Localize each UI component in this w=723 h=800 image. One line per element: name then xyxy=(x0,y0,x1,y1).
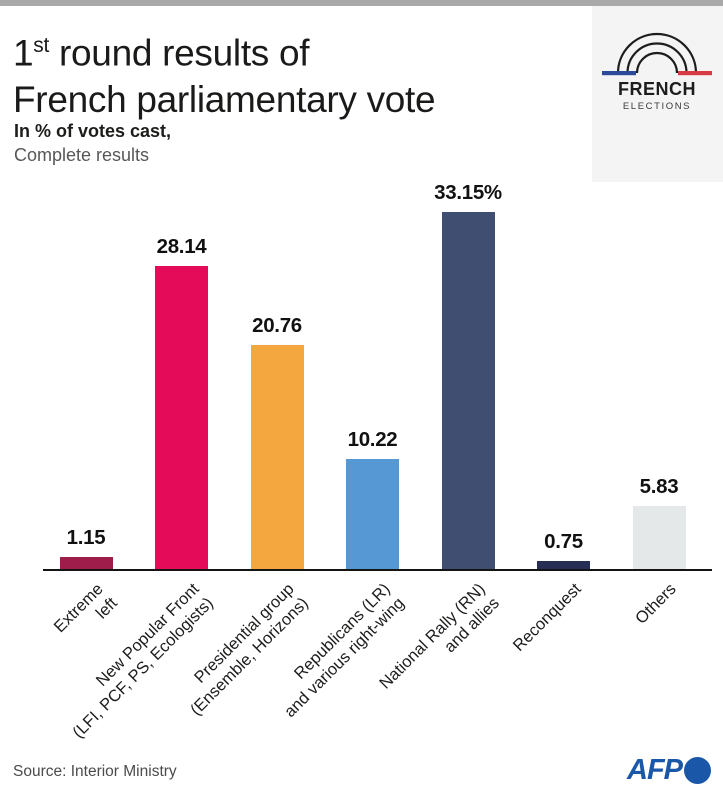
logo-text-elections: ELECTIONS xyxy=(622,101,692,112)
value-label-national-rally-rn: 33.15% xyxy=(434,181,502,204)
flag-red-segment xyxy=(678,71,712,76)
bar-new-popular-front xyxy=(155,266,208,569)
source-credit: Source: Interior Ministry xyxy=(13,763,177,780)
category-label-others: Others xyxy=(631,580,680,628)
afp-logo: AFP xyxy=(627,754,711,787)
french-elections-logo: FRENCH ELECTIONS xyxy=(597,27,717,112)
title-line1-rest: round results of xyxy=(49,32,310,74)
afp-logo-dot-icon xyxy=(684,757,711,784)
subtitle-bold: In % of votes cast, xyxy=(14,121,172,141)
hemicycle-arc-outer xyxy=(616,32,698,74)
top-accent-bar xyxy=(0,0,723,6)
title-number: 1 xyxy=(13,32,34,74)
logo-text-french: FRENCH xyxy=(618,79,696,99)
title-line2: French parliamentary vote xyxy=(13,79,436,121)
bar-reconquest xyxy=(537,561,590,569)
logo-panel-background xyxy=(592,6,723,182)
bar-national-rally-rn xyxy=(441,212,495,569)
value-label-others: 5.83 xyxy=(639,475,679,498)
bar-others xyxy=(632,506,686,569)
flag-blue-segment xyxy=(602,71,636,76)
x-axis-line xyxy=(43,569,712,571)
value-label-extreme: 1.15 xyxy=(66,526,106,549)
value-label-republicans-lr: 10.22 xyxy=(347,428,398,451)
title-ordinal-superscript: st xyxy=(33,34,50,57)
value-label-presidential-group: 20.76 xyxy=(252,314,302,337)
bar-extreme xyxy=(59,557,113,569)
hemicycle-arc-middle xyxy=(626,42,688,74)
value-label-reconquest: 0.75 xyxy=(544,530,583,553)
afp-logo-text: AFP xyxy=(627,754,683,786)
subtitle-light: Complete results xyxy=(14,145,150,165)
bar-republicans-lr xyxy=(346,459,399,569)
hemicycle-arc-inner xyxy=(635,51,679,74)
value-label-new-popular-front: 28.14 xyxy=(156,235,207,258)
page-title: 1st round results of French parliamentar… xyxy=(13,22,436,123)
bar-presidential-group xyxy=(250,345,304,569)
hemicycle-icon xyxy=(602,32,712,76)
